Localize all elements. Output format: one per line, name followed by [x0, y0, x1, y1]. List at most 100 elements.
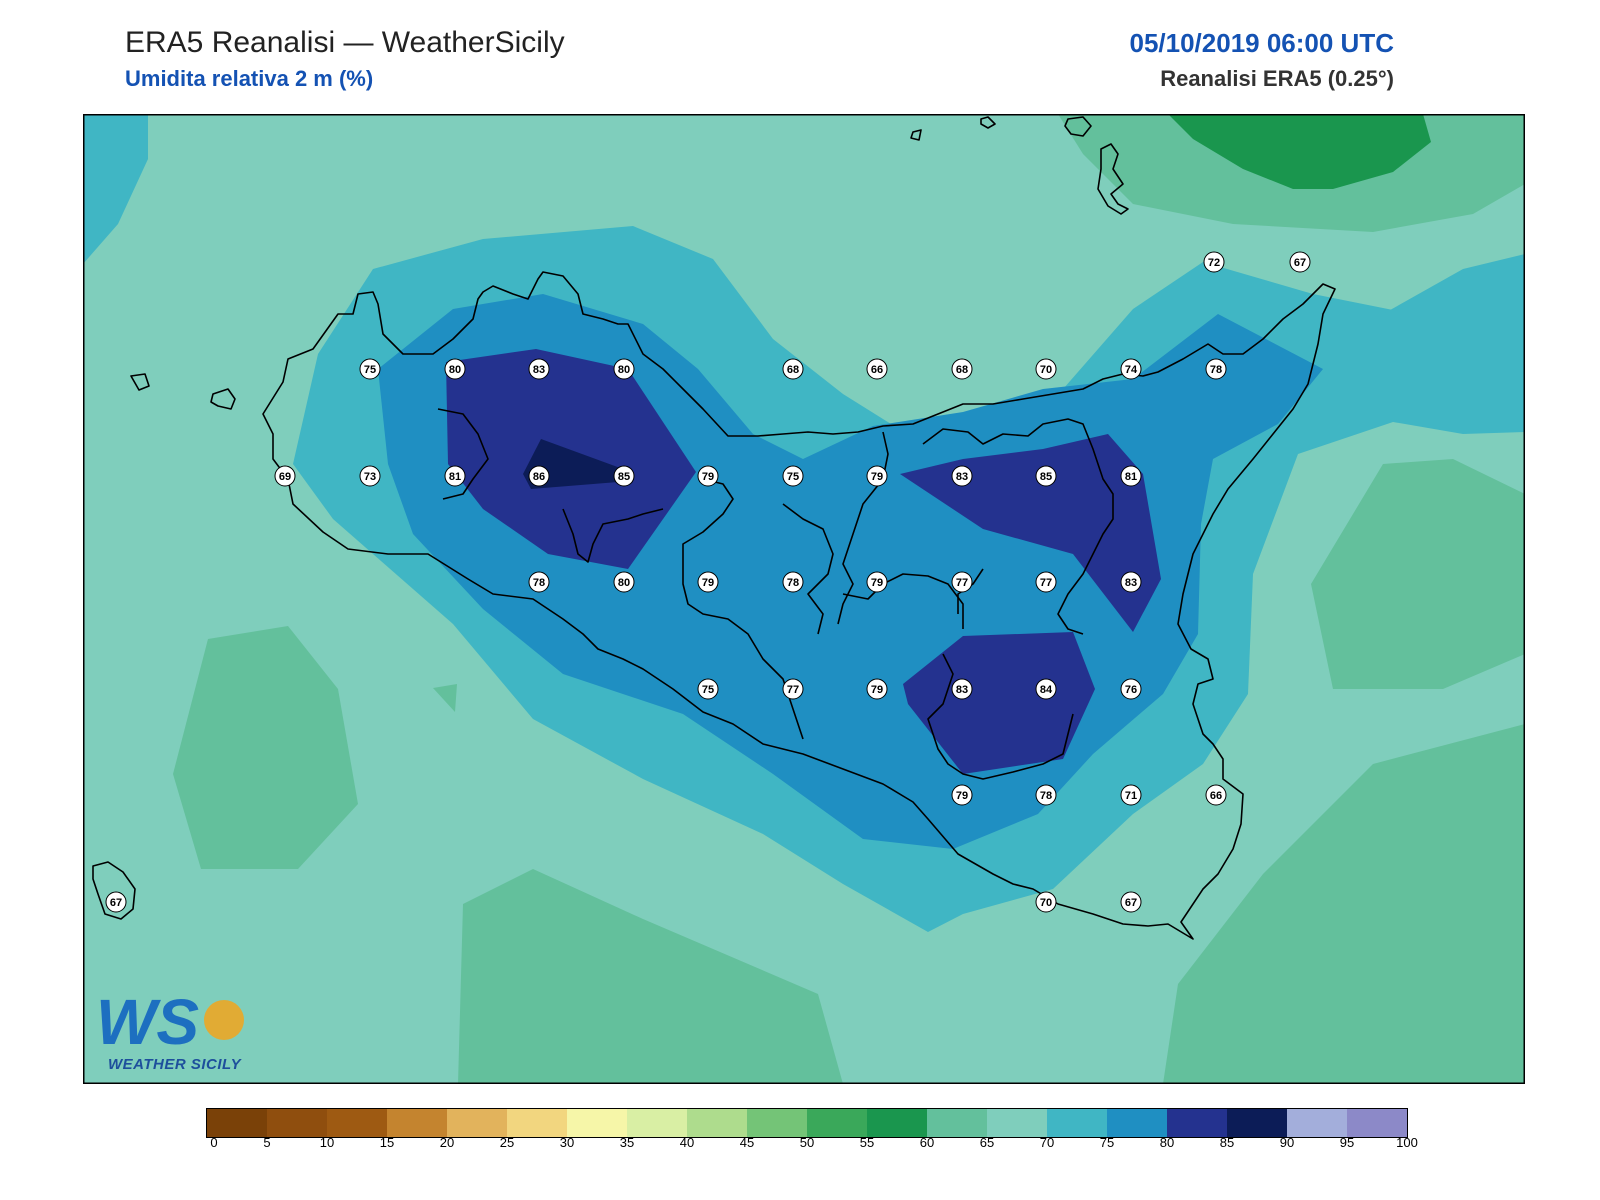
station-value-marker: 80: [444, 358, 466, 380]
station-value-label: 83: [956, 471, 968, 483]
station-value-marker: 77: [782, 678, 804, 700]
station-value-marker: 76: [1120, 678, 1142, 700]
station-value-marker: 79: [697, 571, 719, 593]
border-1: [437, 408, 489, 500]
colorbar-swatch: [1347, 1109, 1408, 1137]
colorbar-swatch: [1107, 1109, 1168, 1137]
field-60-65-west: [173, 626, 358, 869]
station-value-marker: 85: [1035, 465, 1057, 487]
station-value-label: 66: [1210, 790, 1222, 802]
colorbar-tick-label: 65: [980, 1135, 994, 1148]
colorbar-swatch: [567, 1109, 628, 1137]
field-70-75-northwest: [83, 114, 148, 264]
colorbar-swatch: [867, 1109, 928, 1137]
station-value-marker: 69: [274, 465, 296, 487]
station-value-label: 75: [702, 684, 714, 696]
station-value-label: 85: [1040, 471, 1052, 483]
island-ustica: [130, 373, 150, 391]
station-value-marker: 81: [1120, 465, 1142, 487]
colorbar-tick-label: 45: [740, 1135, 754, 1148]
station-value-marker: 77: [1035, 571, 1057, 593]
colorbar-swatch: [1047, 1109, 1108, 1137]
map-frame: [83, 114, 1525, 1084]
colorbar-tick-label: 95: [1340, 1135, 1354, 1148]
colorbar-swatch: [627, 1109, 688, 1137]
station-value-marker: 78: [528, 571, 550, 593]
colorbar-swatch: [927, 1109, 988, 1137]
station-value-marker: 84: [1035, 678, 1057, 700]
humidity-map: 72 67 75 80 83 80 68 66 68 70 74 78 69 73 81 86 85 79 75 79…: [83, 114, 1525, 1084]
colorbar-swatch: [807, 1109, 868, 1137]
colorbar-tick-label: 25: [500, 1135, 514, 1148]
colorbar-swatch: [1227, 1109, 1288, 1137]
station-value-marker: 79: [697, 465, 719, 487]
colorbar-tick-label: 50: [800, 1135, 814, 1148]
border-5: [837, 431, 889, 625]
colorbar-swatch: [1167, 1109, 1228, 1137]
station-value-marker: 75: [697, 678, 719, 700]
station-value-marker: 66: [866, 358, 888, 380]
logo-mark: WS: [96, 986, 199, 1058]
station-value-label: 71: [1125, 790, 1137, 802]
station-value-marker: 67: [1289, 251, 1311, 273]
border-6: [842, 573, 964, 629]
border-9: [922, 418, 1114, 635]
colorbar-swatch: [207, 1109, 268, 1137]
colorbar-tick-label: 75: [1100, 1135, 1114, 1148]
field-60-65-south: [458, 869, 843, 1084]
station-value-label: 67: [1125, 897, 1137, 909]
colorbar-swatch: [987, 1109, 1048, 1137]
colorbar: 0 5 10 15 20 25 30 35 40 45 50 55 60 65 70 75 80 85 90 95 10…: [206, 1108, 1418, 1148]
station-value-label: 72: [1208, 257, 1220, 269]
station-value-marker: 79: [866, 571, 888, 593]
station-value-marker: 85: [613, 465, 635, 487]
colorbar-tick-label: 5: [263, 1135, 270, 1148]
station-value-marker: 86: [528, 465, 550, 487]
island-pantelleria: [92, 861, 136, 920]
colorbar-swatch: [387, 1109, 448, 1137]
station-value-marker: 79: [866, 465, 888, 487]
station-value-label: 78: [533, 577, 545, 589]
station-value-label: 75: [364, 364, 376, 376]
station-value-marker: 83: [1120, 571, 1142, 593]
island-alicudi: [980, 116, 996, 129]
station-value-marker: 70: [1035, 891, 1057, 913]
colorbar-swatch: [507, 1109, 568, 1137]
station-value-marker: 68: [951, 358, 973, 380]
station-value-label: 79: [702, 577, 714, 589]
station-value-label: 84: [1040, 684, 1053, 696]
station-value-label: 79: [871, 684, 883, 696]
station-value-label: 69: [279, 471, 291, 483]
map-title: ERA5 Reanalisi — WeatherSicily: [125, 26, 565, 59]
station-value-label: 80: [449, 364, 461, 376]
island-egadi: [210, 388, 236, 410]
station-value-marker: 72: [1203, 251, 1225, 273]
station-value-label: 77: [787, 684, 799, 696]
station-value-marker: 68: [782, 358, 804, 380]
data-source-label: Reanalisi ERA5 (0.25°): [1160, 66, 1394, 91]
station-value-marker: 66: [1205, 784, 1227, 806]
station-value-marker: 74: [1120, 358, 1142, 380]
station-value-marker: 83: [951, 678, 973, 700]
station-value-label: 77: [956, 577, 968, 589]
colorbar-swatch: [687, 1109, 748, 1137]
station-value-label: 79: [702, 471, 714, 483]
station-value-label: 80: [618, 364, 630, 376]
station-value-label: 80: [618, 577, 630, 589]
station-value-marker: 77: [951, 571, 973, 593]
station-value-marker: 71: [1120, 784, 1142, 806]
station-value-marker: 75: [359, 358, 381, 380]
station-value-label: 81: [449, 471, 461, 483]
colorbar-tick-label: 20: [440, 1135, 454, 1148]
colorbar-tick-label: 30: [560, 1135, 574, 1148]
station-value-marker: 80: [613, 358, 635, 380]
colorbar-tick-label: 60: [920, 1135, 934, 1148]
colorbar-swatch: [1287, 1109, 1348, 1137]
border-4: [782, 503, 834, 635]
colorbar-tick-label: 80: [1160, 1135, 1174, 1148]
station-value-marker: 80: [613, 571, 635, 593]
station-value-marker: 78: [1205, 358, 1227, 380]
station-values: 72 67 75 80 83 80 68 66 68 70 74 78 69 73 81 86 85 79 75 79…: [105, 251, 1311, 913]
colorbar-tick-label: 0: [210, 1135, 217, 1148]
station-value-label: 74: [1125, 364, 1138, 376]
